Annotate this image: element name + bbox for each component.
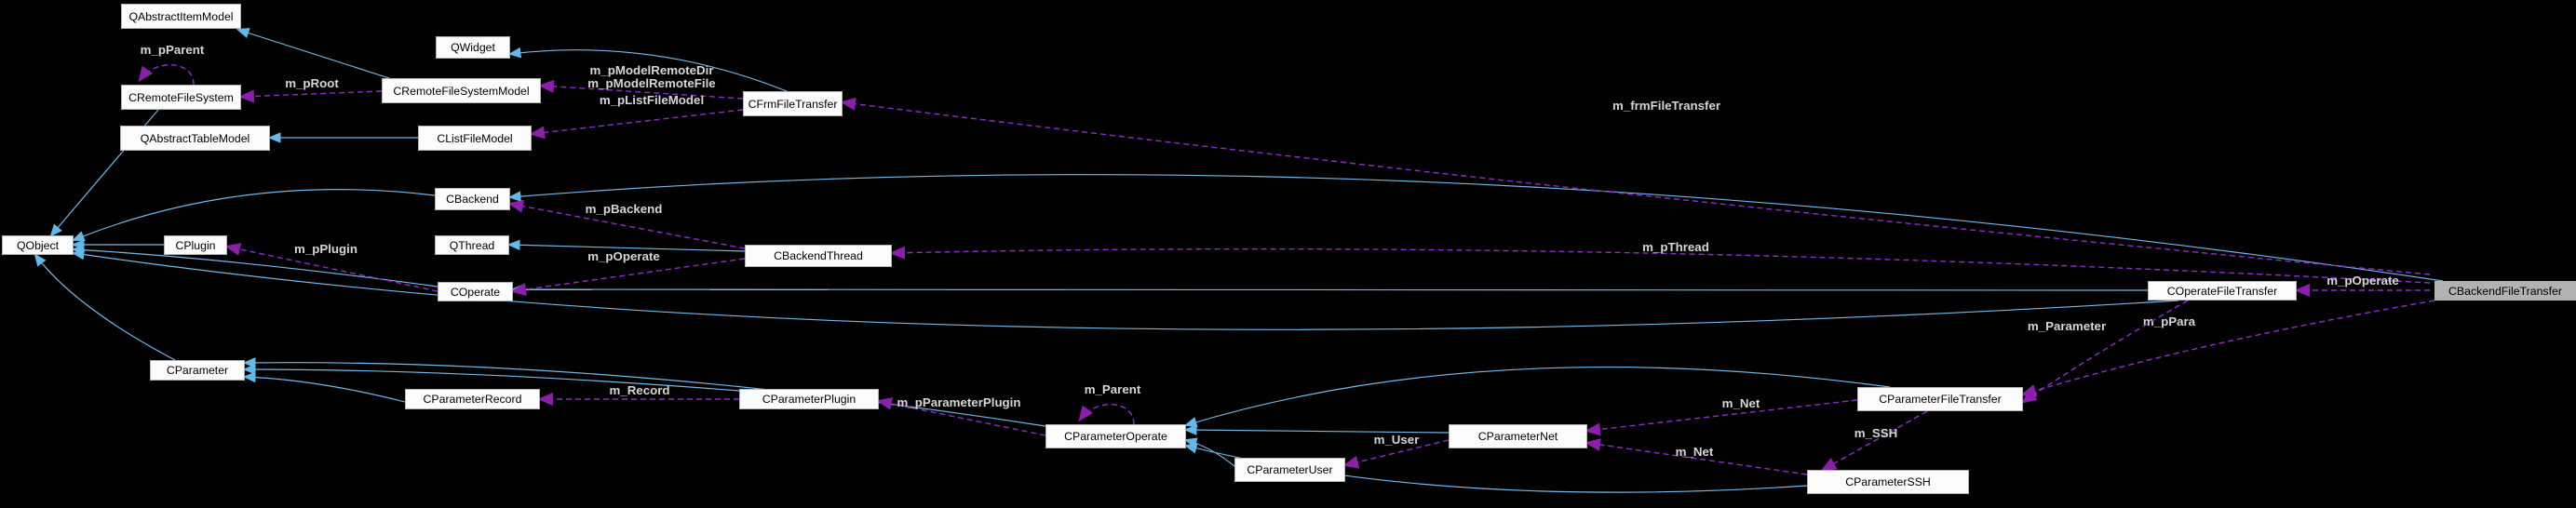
svg-text:m_pListFileModel: m_pListFileModel [600, 93, 704, 107]
svg-text:m_pPlugin: m_pPlugin [294, 242, 357, 256]
svg-text:m_User: m_User [1374, 433, 1420, 447]
svg-text:m_Parent: m_Parent [1085, 382, 1141, 396]
svg-text:m_Parameter: m_Parameter [2028, 319, 2106, 333]
svg-text:m_pOperate: m_pOperate [2326, 274, 2399, 287]
svg-text:m_Net: m_Net [1676, 445, 1714, 459]
svg-text:m_pOperate: m_pOperate [587, 249, 660, 263]
svg-text:m_frmFileTransfer: m_frmFileTransfer [1612, 99, 1720, 113]
svg-text:m_pBackend: m_pBackend [586, 202, 663, 216]
svg-text:m_pModelRemoteDir: m_pModelRemoteDir [590, 63, 714, 77]
svg-text:m_SSH: m_SSH [1854, 426, 1898, 440]
svg-text:m_pParent: m_pParent [141, 43, 205, 57]
svg-text:m_pParameterPlugin: m_pParameterPlugin [897, 395, 1020, 409]
svg-text:m_pRoot: m_pRoot [285, 76, 339, 90]
svg-text:m_Net: m_Net [1722, 396, 1760, 410]
svg-text:m_pModelRemoteFile: m_pModelRemoteFile [587, 76, 715, 90]
svg-text:m_pThread: m_pThread [1642, 240, 1709, 254]
svg-text:m_Record: m_Record [609, 383, 669, 397]
